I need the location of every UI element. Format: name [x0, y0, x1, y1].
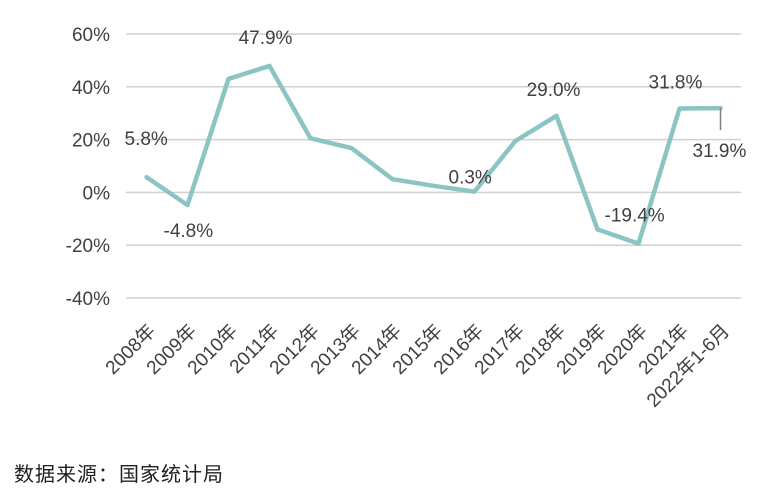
series-line-layer	[144, 63, 723, 246]
y-tick-label: 20%	[72, 131, 110, 152]
y-tick-label: 60%	[72, 25, 110, 46]
x-axis-ticks: 2008年2009年2010年2011年2012年2013年2014年2015年…	[101, 320, 734, 412]
source-note: 数据来源：国家统计局	[14, 462, 224, 486]
line-chart: 60% 40% 20% 0% -20% -40% 2008年2009年2010年2011年…	[66, 25, 747, 412]
data-label: 31.8%	[649, 72, 703, 93]
data-label: -4.8%	[164, 221, 214, 242]
data-label: 31.9%	[693, 141, 747, 162]
y-axis-ticks: 60% 40% 20% 0% -20% -40%	[66, 25, 110, 310]
data-label: 0.3%	[449, 168, 492, 189]
series-line	[144, 63, 723, 246]
data-label: 47.9%	[239, 28, 293, 49]
y-tick-label: 0%	[83, 183, 111, 204]
data-label: -19.4%	[605, 206, 665, 227]
y-tick-label: 40%	[72, 78, 110, 99]
data-labels: 5.8% -4.8% 47.9% 0.3% 29.0% -19.4% 31.8% 31.9%	[125, 28, 747, 242]
y-tick-label: -20%	[66, 236, 110, 257]
data-label: 5.8%	[125, 129, 168, 150]
y-tick-label: -40%	[66, 289, 110, 310]
data-label: 29.0%	[527, 80, 581, 101]
gridlines	[126, 33, 741, 299]
